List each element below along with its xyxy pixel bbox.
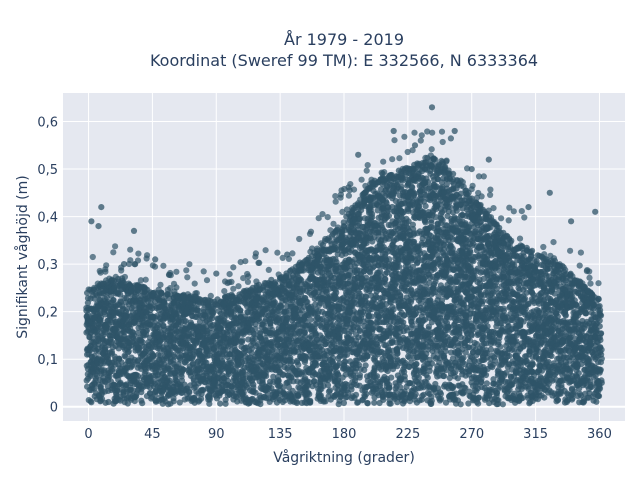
data-point [306, 391, 313, 398]
data-point [117, 291, 124, 298]
data-point [263, 373, 270, 380]
data-point [413, 360, 420, 368]
data-point [240, 389, 247, 396]
data-point [374, 373, 381, 380]
data-point [228, 361, 235, 368]
data-point [170, 398, 177, 405]
data-point [363, 391, 370, 398]
data-point [248, 345, 255, 352]
data-point [275, 310, 282, 318]
data-point [170, 352, 177, 359]
data-point [134, 329, 142, 336]
data-point [231, 313, 238, 320]
data-point [369, 210, 376, 217]
data-point [267, 323, 274, 330]
data-point [85, 311, 92, 318]
data-point [124, 306, 131, 313]
data-point [178, 365, 185, 372]
data-point [242, 371, 249, 378]
data-point [176, 399, 183, 406]
data-point [356, 326, 363, 333]
data-point [250, 381, 257, 388]
data-point [333, 289, 340, 296]
data-point [182, 318, 189, 325]
data-point [134, 372, 141, 379]
data-point [307, 399, 314, 406]
data-point [83, 377, 90, 384]
data-point [110, 296, 117, 304]
data-point [210, 309, 217, 317]
data-point [388, 374, 395, 381]
data-point [401, 373, 408, 380]
data-point [371, 399, 378, 406]
data-point [217, 400, 224, 407]
data-point [139, 400, 146, 407]
data-point [257, 401, 264, 408]
data-point [312, 360, 319, 368]
data-point [198, 395, 205, 402]
data-point [186, 389, 193, 396]
data-point [88, 399, 95, 406]
data-point [398, 183, 405, 190]
data-point [130, 303, 137, 310]
data-point [252, 325, 259, 333]
data-point [239, 337, 246, 344]
data-point [368, 326, 375, 333]
data-point [364, 400, 371, 407]
data-point [166, 379, 173, 386]
data-point [97, 314, 105, 321]
data-point [340, 399, 347, 407]
data-point [131, 398, 138, 405]
data-point [356, 371, 363, 379]
data-point [348, 386, 355, 393]
data-point [380, 396, 387, 403]
data-point [191, 394, 198, 401]
data-point [170, 357, 177, 364]
data-point [100, 360, 107, 367]
data-point [125, 348, 132, 355]
data-point [411, 191, 418, 198]
data-point [108, 338, 115, 345]
data-point [362, 362, 369, 369]
data-point [114, 387, 121, 394]
data-point [397, 292, 404, 299]
data-point [307, 316, 314, 323]
data-point [394, 350, 401, 357]
data-point [105, 398, 112, 406]
data-point [364, 353, 371, 360]
data-point [97, 397, 104, 404]
data-point [389, 304, 396, 311]
data-point [187, 319, 194, 326]
data-point [387, 400, 394, 407]
data-point [385, 384, 393, 391]
data-point [326, 387, 334, 394]
data-point [129, 361, 136, 368]
data-points [83, 104, 605, 408]
data-point [150, 352, 157, 359]
